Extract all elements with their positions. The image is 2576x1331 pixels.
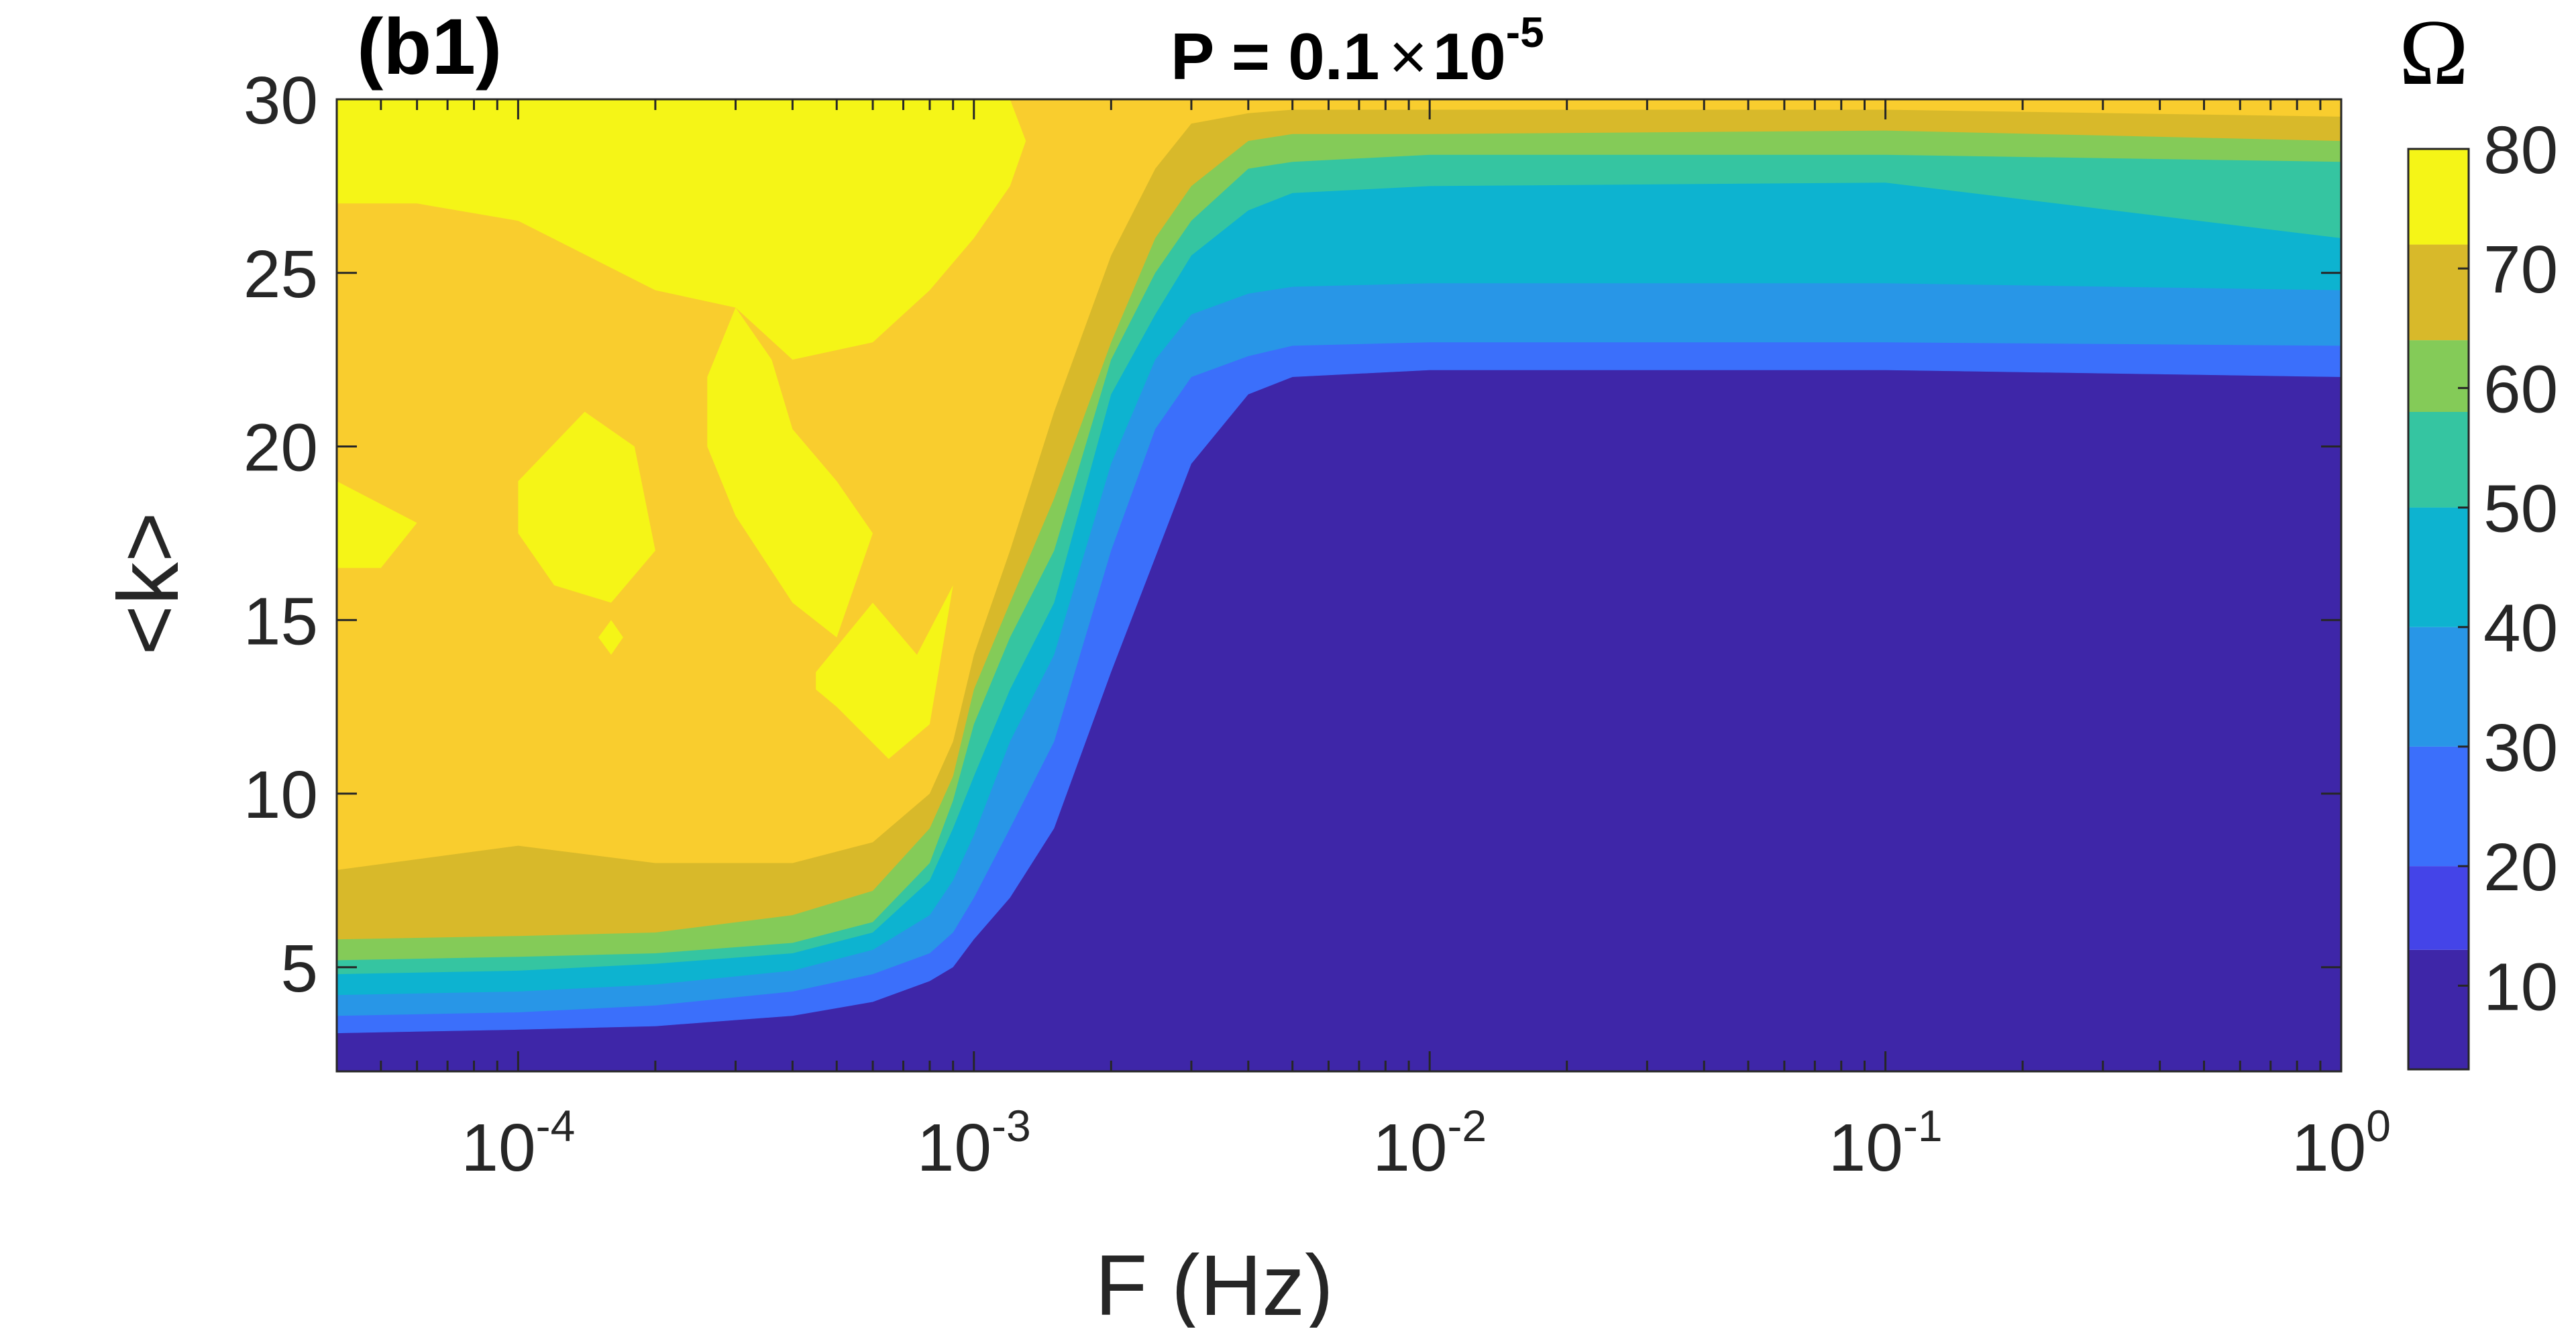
- y-tick-label: 20: [244, 411, 318, 486]
- title-base: 10: [1433, 19, 1506, 93]
- x-tick-label: 100: [2292, 1101, 2391, 1185]
- colorbar-swatch: [2408, 340, 2469, 412]
- contour-peak-region: [598, 620, 623, 655]
- y-axis-label: <k>: [101, 512, 197, 655]
- y-tick-label: 10: [244, 757, 318, 833]
- x-tick-label: 10-3: [917, 1101, 1031, 1185]
- colorbar-swatch-top: [2408, 149, 2469, 245]
- contour-peak-region: [816, 585, 953, 759]
- title-times: ×: [1389, 19, 1428, 93]
- x-tick-label: 10-1: [1829, 1101, 1943, 1185]
- colorbar-tick-label: 50: [2483, 472, 2558, 547]
- colorbar-tick-label: 10: [2483, 949, 2558, 1024]
- y-tick-label: 30: [244, 63, 318, 138]
- colorbar-tick-label: 60: [2483, 352, 2558, 427]
- colorbar: 10 20 30 40 50 60 70 80: [2407, 113, 2558, 1071]
- x-axis: 10-4 10-3 10-2 10-1 100: [335, 99, 2391, 1185]
- contour-band-3-13: [337, 370, 2341, 1071]
- plot-frame: [335, 98, 2343, 1073]
- colorbar-frame: [2407, 148, 2470, 1071]
- y-tick-label: 25: [244, 237, 318, 312]
- x-tick-label: 10-4: [461, 1101, 575, 1185]
- title-exponent: -5: [1506, 8, 1544, 56]
- y-axis: 5 10 15 20 25 30: [244, 63, 2341, 1006]
- contour-peak-region: [707, 307, 873, 638]
- colorbar-tick-label: 40: [2483, 591, 2558, 666]
- colorbar-tick-label: 20: [2483, 830, 2558, 905]
- contour-peak-region: [337, 99, 1026, 360]
- plot-area: [337, 99, 2341, 1071]
- x-axis-label: F (Hz): [1095, 1238, 1333, 1328]
- colorbar-swatch: [2408, 507, 2469, 627]
- title-text: P = 0.1: [1171, 19, 1380, 93]
- contour-peak-region: [337, 481, 417, 568]
- y-tick-label: 5: [280, 931, 318, 1006]
- colorbar-swatch: [2408, 746, 2469, 867]
- chart-title: P = 0.1 ×10-5: [1171, 8, 1544, 93]
- colorbar-swatch: [2408, 244, 2469, 341]
- colorbar-tick-label: 80: [2483, 113, 2558, 188]
- panel-label: (b1): [357, 3, 502, 91]
- colorbar-swatch: [2408, 866, 2469, 950]
- contour-peak-region: [518, 411, 655, 603]
- y-tick-label: 15: [244, 584, 318, 659]
- colorbar-swatch: [2408, 627, 2469, 747]
- colorbar-swatch: [2408, 949, 2469, 1069]
- x-tick-label: 10-2: [1373, 1101, 1487, 1185]
- colorbar-swatch: [2408, 412, 2469, 508]
- colorbar-tick-label: 30: [2483, 710, 2558, 786]
- colorbar-tick-label: 70: [2483, 232, 2558, 307]
- colorbar-label: Ω: [2399, 1, 2469, 105]
